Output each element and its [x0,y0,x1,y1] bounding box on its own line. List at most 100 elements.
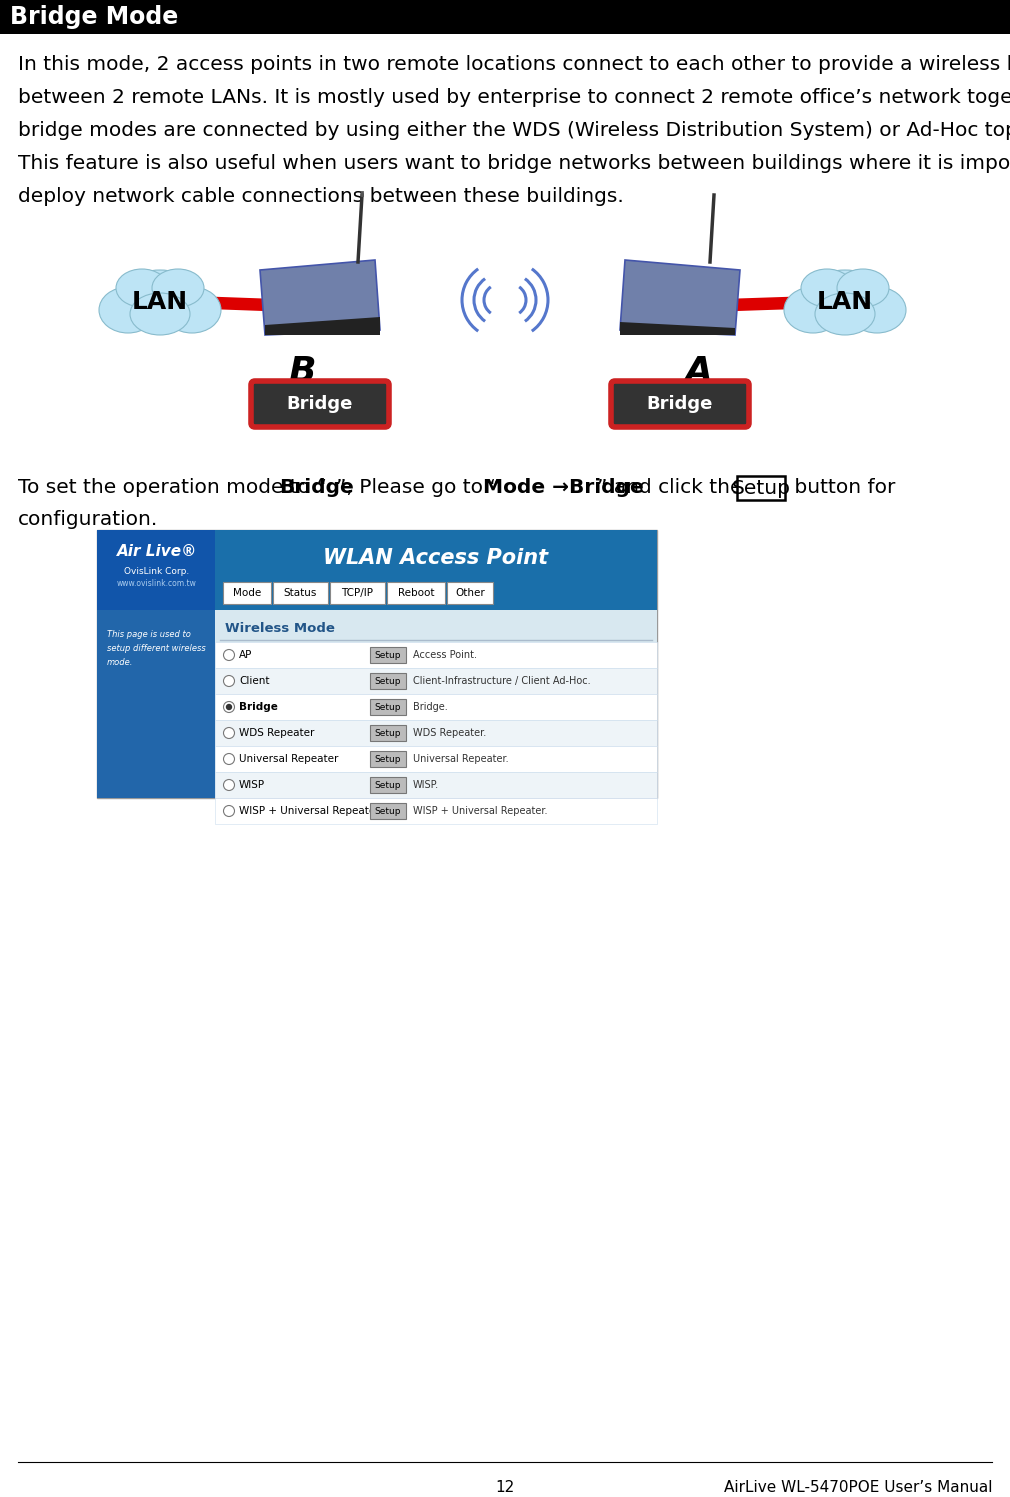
Text: WDS Repeater: WDS Repeater [239,728,314,738]
Text: Status: Status [284,588,317,597]
Ellipse shape [815,293,875,335]
FancyBboxPatch shape [97,530,657,609]
Text: TCP/IP: TCP/IP [341,588,374,597]
FancyBboxPatch shape [387,582,445,603]
Text: configuration.: configuration. [18,510,159,528]
Text: OvisLink Corp.: OvisLink Corp. [124,567,190,576]
Text: bridge modes are connected by using either the WDS (Wireless Distribution System: bridge modes are connected by using eith… [18,121,1010,141]
FancyBboxPatch shape [97,609,215,798]
Text: between 2 remote LANs. It is mostly used by enterprise to connect 2 remote offic: between 2 remote LANs. It is mostly used… [18,88,1010,106]
Circle shape [226,704,232,710]
FancyBboxPatch shape [223,582,271,603]
Ellipse shape [848,287,906,332]
FancyBboxPatch shape [370,802,406,819]
FancyBboxPatch shape [215,746,656,772]
Text: Setup: Setup [375,754,401,763]
FancyBboxPatch shape [370,751,406,766]
Circle shape [223,805,234,816]
Text: Air Live®: Air Live® [117,545,197,560]
FancyBboxPatch shape [215,668,656,695]
Text: mode.: mode. [107,659,133,668]
Ellipse shape [837,269,889,307]
Text: ”, Please go to “: ”, Please go to “ [335,478,499,497]
Text: Mode →Bridge: Mode →Bridge [484,478,644,497]
Text: Mode: Mode [233,588,262,597]
Text: To set the operation mode to “: To set the operation mode to “ [18,478,327,497]
Text: Client: Client [239,677,270,686]
FancyBboxPatch shape [273,582,328,603]
Text: WISP + Universal Repeater.: WISP + Universal Repeater. [413,805,547,816]
Polygon shape [620,322,735,335]
Text: In this mode, 2 access points in two remote locations connect to each other to p: In this mode, 2 access points in two rem… [18,55,1010,73]
Text: B: B [288,355,316,389]
FancyBboxPatch shape [370,674,406,689]
FancyBboxPatch shape [251,382,389,427]
Text: Setup: Setup [375,677,401,686]
Polygon shape [260,260,380,335]
Text: setup different wireless: setup different wireless [107,644,206,653]
Circle shape [223,780,234,790]
Text: WISP.: WISP. [413,780,439,790]
FancyBboxPatch shape [97,530,215,609]
Text: Setup: Setup [731,479,790,497]
Text: Bridge: Bridge [646,395,713,413]
Text: WISP: WISP [239,780,265,790]
Text: 12: 12 [495,1481,515,1496]
Text: Other: Other [456,588,485,597]
FancyBboxPatch shape [370,777,406,793]
FancyBboxPatch shape [370,647,406,663]
Circle shape [223,650,234,660]
Circle shape [223,675,234,687]
FancyBboxPatch shape [736,476,785,500]
Text: deploy network cable connections between these buildings.: deploy network cable connections between… [18,187,624,207]
FancyBboxPatch shape [215,720,656,746]
FancyBboxPatch shape [97,530,657,798]
Text: Setup: Setup [375,780,401,789]
FancyBboxPatch shape [370,725,406,741]
Ellipse shape [116,269,168,307]
Ellipse shape [801,269,853,307]
FancyBboxPatch shape [215,772,656,798]
Ellipse shape [803,269,888,329]
FancyBboxPatch shape [0,0,1010,34]
Text: Setup: Setup [375,702,401,711]
Text: WISP + Universal Repeater: WISP + Universal Repeater [239,805,380,816]
Text: ” and click the: ” and click the [597,478,748,497]
Text: Setup: Setup [375,807,401,816]
FancyBboxPatch shape [215,642,656,668]
Circle shape [223,702,234,713]
Text: WDS Repeater.: WDS Repeater. [413,728,486,738]
FancyBboxPatch shape [215,609,656,798]
Polygon shape [620,260,740,335]
Text: WLAN Access Point: WLAN Access Point [323,548,548,567]
Text: A: A [684,355,712,389]
Text: Universal Repeater: Universal Repeater [239,754,338,763]
Ellipse shape [163,287,221,332]
FancyBboxPatch shape [370,699,406,716]
FancyBboxPatch shape [330,582,385,603]
Text: Wireless Mode: Wireless Mode [225,621,335,635]
Text: LAN: LAN [132,290,188,314]
Text: AP: AP [239,650,252,660]
Text: This page is used to: This page is used to [107,630,191,639]
Text: Setup: Setup [375,729,401,738]
Text: LAN: LAN [817,290,873,314]
Text: Bridge: Bridge [279,478,354,497]
FancyBboxPatch shape [447,582,493,603]
Text: AirLive WL-5470POE User’s Manual: AirLive WL-5470POE User’s Manual [723,1481,992,1496]
Text: Access Point.: Access Point. [413,650,477,660]
Circle shape [223,728,234,738]
Text: Bridge Mode: Bridge Mode [10,4,178,28]
Text: Bridge: Bridge [239,702,278,713]
Ellipse shape [117,269,202,329]
Text: Reboot: Reboot [398,588,434,597]
Ellipse shape [152,269,204,307]
Ellipse shape [784,287,842,332]
Text: Bridge.: Bridge. [413,702,447,713]
FancyBboxPatch shape [215,695,656,720]
Ellipse shape [130,293,190,335]
FancyBboxPatch shape [215,798,656,823]
Text: Setup: Setup [375,651,401,660]
Text: This feature is also useful when users want to bridge networks between buildings: This feature is also useful when users w… [18,154,1010,174]
Text: Bridge: Bridge [287,395,354,413]
